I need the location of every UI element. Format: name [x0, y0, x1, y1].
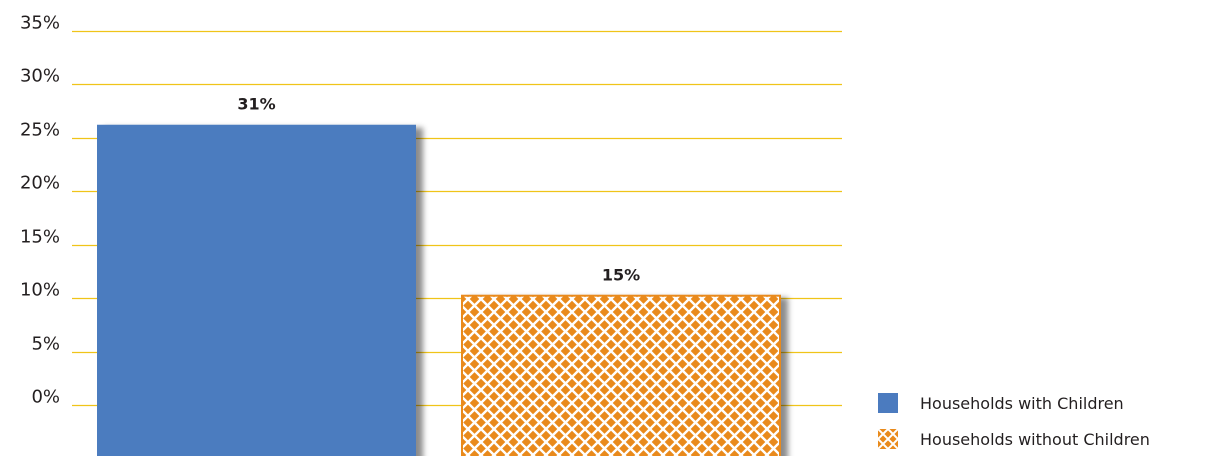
y-axis-ticks: 0% 5% 10% 15% 20% 25% 30% 35%	[20, 13, 60, 408]
legend: Households with Children Households with…	[878, 392, 1150, 464]
y-tick-label: 25%	[20, 120, 60, 141]
y-tick-label: 20%	[20, 173, 60, 194]
y-tick-label: 10%	[20, 280, 60, 301]
legend-item-without-children: Households without Children	[878, 428, 1150, 450]
bar-households-with-children	[97, 124, 416, 456]
legend-swatch-solid	[878, 393, 898, 413]
legend-label: Households without Children	[920, 429, 1150, 449]
bars	[97, 124, 781, 456]
legend-label: Households with Children	[920, 393, 1124, 413]
y-tick-label: 30%	[20, 66, 60, 87]
y-tick-label: 15%	[20, 227, 60, 248]
bar-households-without-children	[461, 294, 781, 456]
y-tick-label: 5%	[31, 334, 60, 355]
y-tick-label: 35%	[20, 13, 60, 34]
data-label: 31%	[237, 95, 275, 114]
legend-item-with-children: Households with Children	[878, 392, 1150, 414]
y-tick-label: 0%	[31, 387, 60, 408]
data-labels: 31% 15%	[237, 95, 640, 285]
data-label: 15%	[602, 266, 640, 285]
legend-swatch-crosshatch	[878, 429, 898, 449]
